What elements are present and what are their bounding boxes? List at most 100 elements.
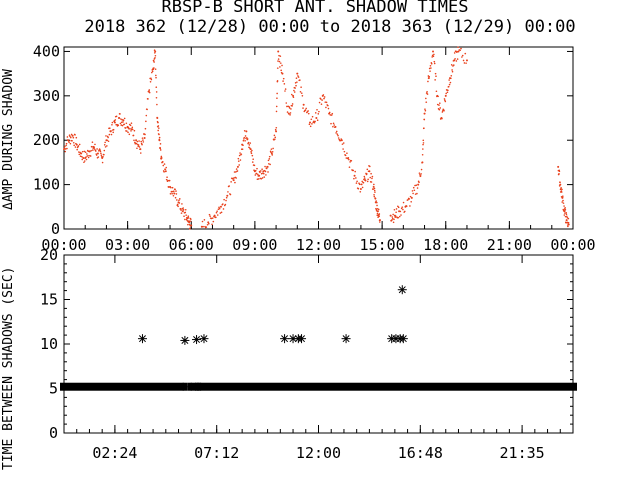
data-point: [249, 142, 252, 144]
data-point: [426, 90, 428, 93]
data-point: [371, 175, 374, 178]
data-point: [561, 188, 563, 191]
data-point: [439, 102, 441, 104]
data-point: [327, 104, 329, 107]
data-point: [295, 84, 297, 87]
data-point: [235, 168, 238, 170]
data-point: [378, 215, 380, 218]
data-point: [290, 93, 293, 96]
data-point: [296, 81, 298, 83]
data-point: [265, 167, 268, 170]
data-point: [251, 154, 254, 157]
data-point: [142, 141, 145, 143]
data-point: [563, 210, 566, 213]
data-point: [100, 152, 102, 155]
data-point: [557, 165, 560, 168]
data-point: [222, 208, 225, 210]
data-point: [66, 136, 69, 138]
data-point: [239, 159, 242, 161]
data-point: [218, 206, 220, 209]
data-point: [181, 210, 184, 213]
data-point: [233, 171, 236, 173]
data-point: [331, 112, 334, 115]
data-point: [563, 214, 566, 216]
data-point: [154, 54, 157, 57]
data-point: [564, 212, 566, 214]
data-point: [216, 210, 218, 213]
data-point: [212, 220, 215, 223]
data-point: [354, 170, 356, 173]
data-point: [307, 110, 309, 112]
data-point: [83, 160, 86, 162]
data-point: [267, 171, 269, 173]
data-point: [187, 215, 190, 218]
data-point: [423, 112, 426, 115]
data-point: [409, 205, 411, 207]
data-point: [430, 67, 432, 69]
data-point: [180, 209, 182, 211]
data-point: [366, 168, 369, 171]
data-point: [257, 178, 260, 180]
data-point: [101, 161, 104, 164]
data-point: [275, 126, 278, 129]
data-point: [279, 55, 282, 57]
data-point: [422, 143, 424, 146]
data-point: [264, 165, 266, 168]
data-point: [84, 151, 87, 153]
data-point: [256, 178, 259, 180]
data-point: [219, 205, 222, 208]
data-point: [203, 219, 206, 221]
asterisk-marker: [137, 334, 147, 344]
data-point: [136, 140, 139, 143]
data-point: [560, 191, 563, 193]
data-point: [163, 163, 166, 165]
data-point: [153, 52, 156, 54]
data-point: [133, 139, 135, 142]
data-point: [294, 87, 296, 89]
data-point: [250, 152, 253, 155]
data-point: [262, 172, 265, 175]
data-point: [208, 222, 210, 225]
data-point: [90, 149, 92, 152]
data-point: [201, 220, 204, 223]
data-point: [415, 184, 418, 187]
data-point: [308, 123, 311, 126]
data-point: [373, 187, 376, 190]
data-point: [158, 139, 161, 142]
data-point: [314, 120, 316, 123]
data-point: [182, 207, 184, 209]
data-point: [97, 156, 100, 158]
data-point: [397, 206, 400, 209]
data-point: [96, 152, 99, 155]
y-tick-label: 100: [33, 176, 60, 194]
data-point: [209, 215, 211, 217]
data-point: [226, 194, 229, 197]
data-point: [286, 111, 289, 113]
data-point: [373, 183, 375, 186]
data-point: [142, 139, 144, 141]
data-point: [111, 123, 113, 126]
data-point: [178, 198, 181, 200]
data-point: [252, 158, 254, 161]
data-point: [259, 171, 261, 174]
data-point: [373, 194, 375, 196]
data-point: [69, 142, 72, 145]
data-point: [438, 104, 440, 106]
data-point: [288, 107, 291, 109]
data-point: [447, 85, 450, 88]
x-tick-label: 21:00: [487, 236, 532, 254]
data-point: [430, 62, 433, 65]
asterisk-marker: [196, 382, 205, 391]
data-point: [65, 142, 68, 145]
data-point: [89, 155, 92, 157]
data-point: [564, 215, 567, 218]
data-point: [129, 128, 131, 130]
data-point: [300, 86, 302, 88]
data-point: [357, 187, 360, 190]
data-point: [200, 225, 203, 228]
data-point: [271, 150, 274, 153]
data-point: [236, 170, 239, 172]
data-point: [297, 75, 299, 77]
data-point: [242, 139, 245, 142]
data-point: [93, 148, 96, 150]
